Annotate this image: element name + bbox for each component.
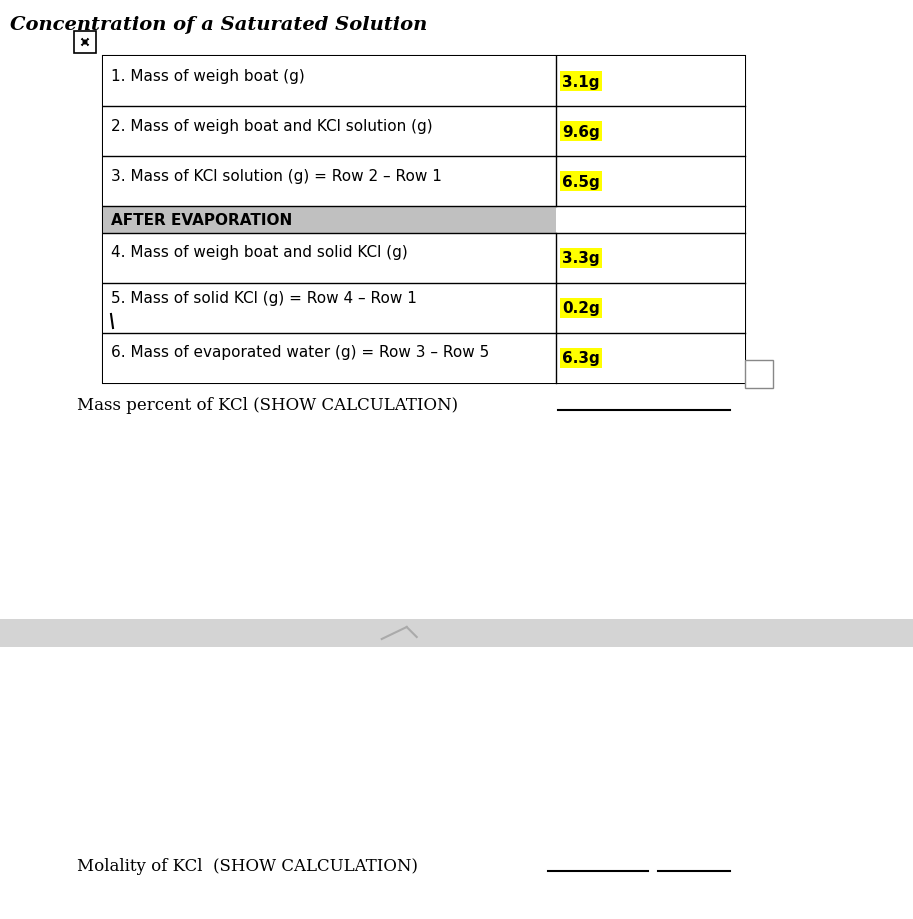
Bar — [103, 107, 556, 157]
Text: 1. Mass of weigh boat (g): 1. Mass of weigh boat (g) — [111, 68, 305, 84]
Text: 2. Mass of weigh boat and KCl solution (g): 2. Mass of weigh boat and KCl solution (… — [111, 119, 433, 133]
Bar — [556, 233, 745, 284]
Text: 0.2g: 0.2g — [562, 301, 600, 316]
Bar — [556, 334, 745, 383]
Bar — [556, 107, 745, 157]
Text: AFTER EVAPORATION: AFTER EVAPORATION — [111, 213, 292, 228]
Bar — [556, 284, 745, 334]
Bar — [745, 360, 773, 389]
Bar — [103, 284, 556, 334]
Bar — [103, 207, 556, 233]
Text: 4. Mass of weigh boat and solid KCl (g): 4. Mass of weigh boat and solid KCl (g) — [111, 245, 408, 260]
Bar — [103, 57, 745, 383]
Text: Concentration of a Saturated Solution: Concentration of a Saturated Solution — [10, 16, 427, 34]
Text: 3.3g: 3.3g — [562, 251, 600, 267]
Bar — [556, 207, 745, 233]
Text: 6. Mass of evaporated water (g) = Row 3 – Row 5: 6. Mass of evaporated water (g) = Row 3 … — [111, 346, 489, 360]
Text: Mass percent of KCl (SHOW CALCULATION): Mass percent of KCl (SHOW CALCULATION) — [77, 397, 458, 414]
Bar — [556, 57, 745, 107]
Bar — [74, 32, 96, 54]
Text: 3.1g: 3.1g — [562, 74, 600, 89]
Text: Molality of KCl  (SHOW CALCULATION): Molality of KCl (SHOW CALCULATION) — [77, 857, 418, 874]
Text: 6.5g: 6.5g — [562, 175, 600, 189]
Bar — [103, 57, 556, 107]
Text: 6.3g: 6.3g — [562, 351, 600, 366]
Text: 5. Mass of solid KCl (g) = Row 4 – Row 1: 5. Mass of solid KCl (g) = Row 4 – Row 1 — [111, 291, 417, 306]
Bar — [103, 334, 556, 383]
Bar — [103, 233, 556, 284]
Bar — [0, 619, 913, 647]
Bar — [556, 157, 745, 207]
Text: 3. Mass of KCl solution (g) = Row 2 – Row 1: 3. Mass of KCl solution (g) = Row 2 – Ro… — [111, 168, 442, 183]
Bar — [103, 157, 556, 207]
Text: 9.6g: 9.6g — [562, 124, 600, 140]
